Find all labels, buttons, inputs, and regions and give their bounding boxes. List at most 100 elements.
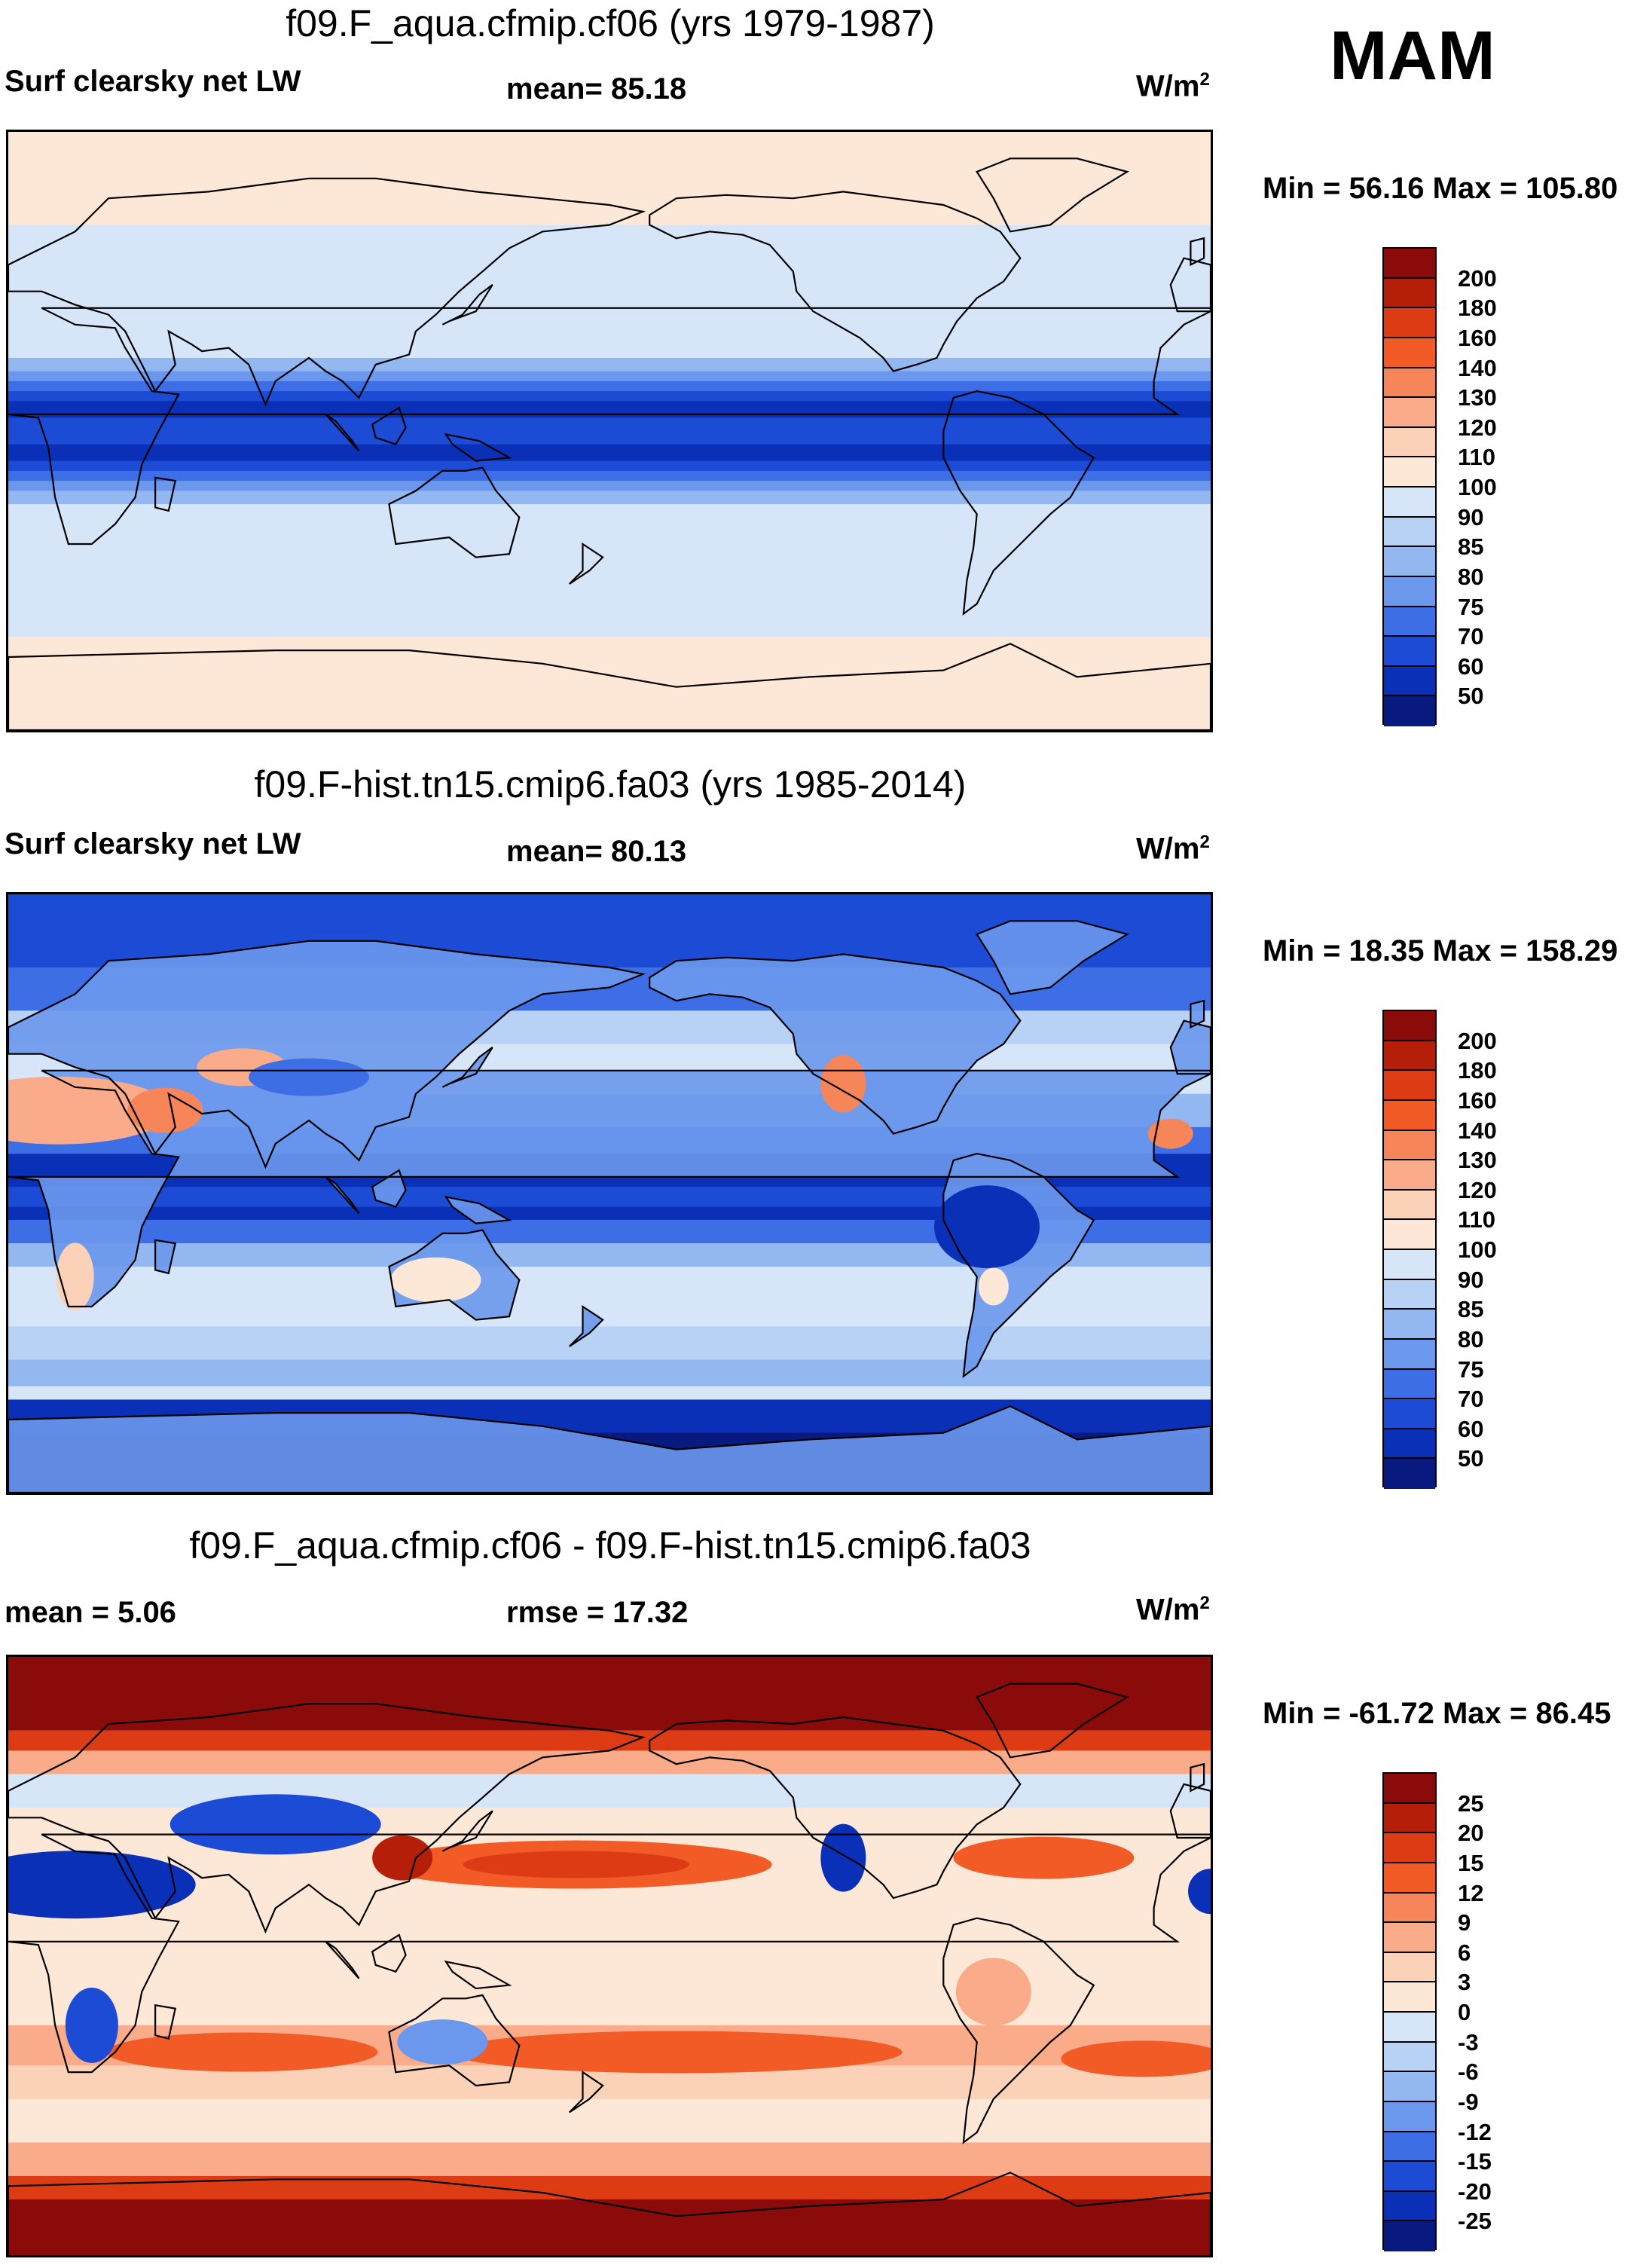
colorbar-box (1384, 398, 1435, 428)
coastline (649, 1716, 1022, 1900)
colorbar-box (1384, 1863, 1435, 1894)
colorbar-box (1384, 1041, 1435, 1071)
arabia-hotspot (127, 1087, 203, 1133)
panel-2-minmax: Min = 18.35 Max = 158.29 (1263, 934, 1618, 967)
colorbar-tick-label: -3 (1458, 2028, 1479, 2056)
panel-1-map (6, 130, 1213, 732)
colorbar-box (1384, 1130, 1435, 1161)
colorbar-box (1384, 607, 1435, 637)
coastline (441, 1047, 493, 1088)
contour-blob (397, 2019, 488, 2065)
colorbar-box (1384, 1339, 1435, 1370)
colorbar-tick-label: 110 (1458, 1206, 1496, 1233)
contour-band (8, 1657, 1211, 1731)
coastline (1190, 1762, 1205, 1793)
coastline (8, 1069, 1211, 1308)
tibet-low (249, 1058, 369, 1096)
panel-3-mean-label: mean = 5.06 (5, 1596, 176, 1629)
panel-2-title: f09.F-hist.tn15.cmip6.fa03 (yrs 1985-201… (254, 763, 967, 805)
coastline (649, 191, 1022, 372)
colorbar-box (1384, 488, 1435, 518)
contour-band (8, 1326, 1211, 1360)
colorbar-tick-label: 80 (1458, 1325, 1484, 1353)
coastline (444, 433, 512, 462)
colorbar-tick-label: 130 (1458, 384, 1497, 411)
colorbar-tick-label: 3 (1458, 1969, 1471, 1996)
coastline (8, 1703, 646, 1934)
coastline (8, 643, 1211, 730)
panel-3-title: f09.F_aqua.cfmip.cf06 - f09.F-hist.tn15.… (189, 1524, 1031, 1567)
colorbar-box (1384, 517, 1435, 548)
south-africa-negative (65, 1987, 118, 2063)
colorbar-box (1384, 1399, 1435, 1429)
coastline (649, 953, 1022, 1135)
colorbar-box (1384, 457, 1435, 488)
contour-band (8, 1730, 1211, 1751)
coastline (325, 1940, 360, 1979)
panel-3-colorbar (1382, 1772, 1437, 2251)
coastline (444, 1195, 512, 1224)
colorbar-box (1384, 308, 1435, 338)
coastline (388, 1229, 521, 1321)
colorbar-box (1384, 2221, 1435, 2251)
colorbar-tick-label: 180 (1458, 1057, 1497, 1084)
panel-3-rmse-label: rmse = 17.32 (506, 1596, 689, 1629)
panel-1-variable-label: Surf clearsky net LW (5, 65, 301, 98)
coastline (444, 1960, 512, 1990)
colorbar-box (1384, 1250, 1435, 1280)
season-label: MAM (1330, 17, 1495, 94)
colorbar-tick-label: -15 (1458, 2148, 1492, 2175)
colorbar-box (1384, 1279, 1435, 1310)
coastline (1190, 237, 1205, 267)
sw-us-negative (820, 1823, 866, 1892)
coastline (8, 307, 1211, 546)
colorbar-box (1384, 637, 1435, 667)
indian-ocean-positive (106, 2032, 378, 2072)
coastlines (8, 157, 1211, 730)
coastline (976, 1683, 1129, 1759)
panel-3-minmax: Min = -61.72 Max = 86.45 (1263, 1697, 1611, 1730)
contour-band (8, 2175, 1211, 2199)
coastline (154, 476, 177, 512)
colorbar-tick-label: 180 (1458, 295, 1497, 322)
colorbar-box (1384, 2101, 1435, 2132)
sw-us-hotspot (820, 1055, 866, 1113)
colorbar-tick-label: 12 (1458, 1879, 1484, 1906)
panel-3-map (6, 1655, 1213, 2257)
colorbar-tick-label: 60 (1458, 1415, 1484, 1442)
coastline (976, 157, 1129, 233)
colorbar-box (1384, 427, 1435, 458)
colorbar-box (1384, 1190, 1435, 1221)
coastline (569, 1304, 604, 1347)
coastline (8, 940, 646, 1169)
colorbar-tick-label: -6 (1458, 2059, 1479, 2086)
coastline (8, 1405, 1211, 1493)
colorbar-box (1384, 1803, 1435, 1834)
panel-1-colorbar (1382, 247, 1437, 726)
colorbar-tick-label: 140 (1458, 354, 1497, 381)
coastline (388, 1994, 521, 2087)
south-atlantic-positive (1061, 2040, 1211, 2077)
coastline (154, 1239, 177, 1275)
colorbar-tick-label: 100 (1458, 1236, 1497, 1263)
colorbar-tick-label: 0 (1458, 1999, 1471, 2025)
colorbar-box (1384, 2162, 1435, 2192)
contour-band (8, 1774, 1211, 1808)
panel-1-minmax: Min = 56.16 Max = 105.80 (1263, 172, 1618, 205)
colorbar-tick-label: 200 (1458, 1027, 1497, 1054)
colorbar-tick-label: 120 (1458, 414, 1497, 441)
colorbar-tick-label: -9 (1458, 2088, 1479, 2115)
coastlines (8, 1683, 1211, 2255)
panel-1-units: W/m2 (1136, 69, 1210, 103)
colorbar-tick-label: 6 (1458, 1939, 1471, 1966)
coastline (441, 1810, 493, 1852)
colorbar-box (1384, 2191, 1435, 2222)
colorbar-tick-label: 15 (1458, 1849, 1484, 1876)
colorbar-box (1384, 1071, 1435, 1101)
coastline (1190, 999, 1205, 1029)
panel-2-units: W/m2 (1136, 832, 1210, 866)
amazon-positive (955, 1958, 1031, 2026)
colorbar-tick-label: -12 (1458, 2118, 1492, 2145)
colorbar-box (1384, 547, 1435, 577)
panel-1-mean-label: mean= 85.18 (506, 72, 687, 105)
